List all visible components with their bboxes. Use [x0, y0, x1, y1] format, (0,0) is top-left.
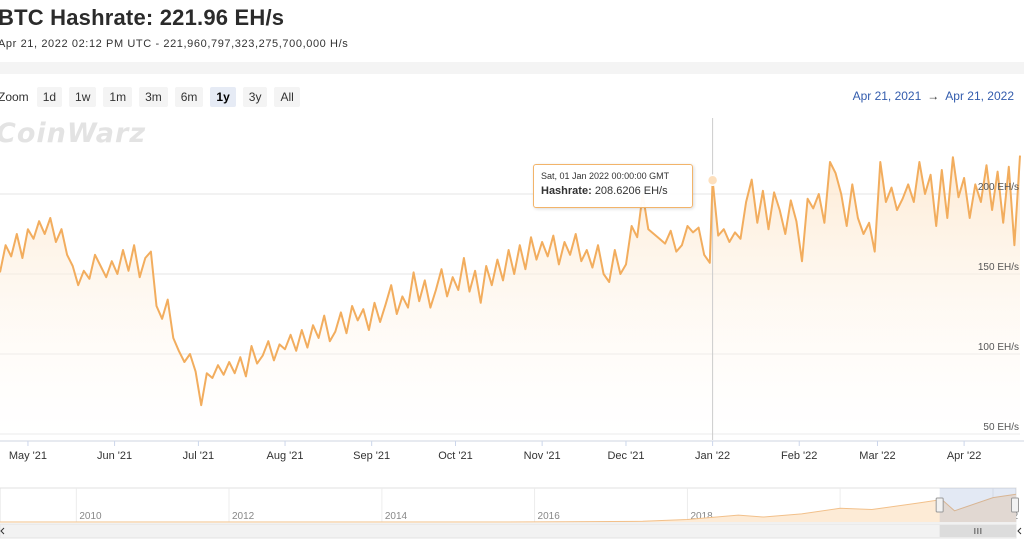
range-to[interactable]: Apr 21, 2022	[945, 89, 1014, 103]
navigator-selection[interactable]	[939, 488, 1016, 522]
navigator-year-label: 2016	[538, 511, 561, 522]
zoom-bar: Zoom 1d 1w 1m 3m 6m 1y 3y All	[0, 86, 307, 108]
navigator-year-label: 2014	[385, 511, 408, 522]
y-tick-label: 150 EH/s	[978, 262, 1019, 273]
navigator-year-label: 2010	[79, 511, 102, 522]
navigator-right-handle[interactable]	[1011, 497, 1019, 513]
scrollbar-grip-icon	[974, 528, 982, 534]
page-subtitle: Apr 21, 2022 02:12 PM UTC - 221,960,797,…	[0, 38, 349, 50]
range-arrow-icon: →	[927, 89, 940, 103]
zoom-1m-button[interactable]: 1m	[103, 87, 133, 107]
x-tick-label: Jun '21	[97, 450, 132, 462]
x-tick-label: Dec '21	[607, 450, 644, 462]
navigator-left-handle[interactable]	[935, 497, 944, 513]
x-tick-label: Nov '21	[524, 450, 561, 462]
navigator-area	[0, 494, 1016, 522]
zoom-1y-button[interactable]: 1y	[210, 87, 236, 107]
x-tick-label: Apr '22	[947, 450, 982, 462]
scrollbar-left-arrow-icon[interactable]	[0, 527, 5, 535]
tooltip-number: 208.6206 EH/s	[594, 185, 668, 197]
x-tick-label: Aug '21	[267, 450, 304, 462]
zoom-all-button[interactable]: All	[274, 87, 300, 107]
zoom-6m-button[interactable]: 6m	[174, 87, 204, 107]
x-tick-label: May '21	[9, 450, 47, 462]
navigator-year-label: 2012	[232, 511, 255, 522]
header: BTC Hashrate: 221.96 EH/s Apr 21, 2022 0…	[0, 0, 1024, 62]
navigator-year-label: 2018	[690, 511, 713, 522]
x-tick-label: Jul '21	[183, 450, 214, 462]
zoom-1d-button[interactable]: 1d	[36, 87, 63, 107]
scrollbar-track[interactable]	[0, 523, 1017, 539]
x-tick-label: Sep '21	[353, 450, 390, 462]
y-tick-label: 100 EH/s	[978, 342, 1019, 353]
tooltip: Sat, 01 Jan 2022 00:00:00 GMT Hashrate: …	[533, 164, 693, 208]
zoom-1w-button[interactable]: 1w	[69, 87, 97, 107]
tooltip-date: Sat, 01 Jan 2022 00:00:00 GMT	[541, 171, 670, 181]
page-title: BTC Hashrate: 221.96 EH/s	[0, 5, 285, 30]
hashrate-area	[0, 155, 1020, 440]
hashrate-series-line[interactable]	[0, 155, 1021, 407]
x-tick-label: Feb '22	[781, 450, 817, 462]
y-tick-label: 200 EH/s	[978, 182, 1019, 193]
zoom-3y-button[interactable]: 3y	[242, 87, 268, 107]
navigator-line	[0, 493, 1017, 523]
date-range: Apr 21, 2021 → Apr 21, 2022	[853, 89, 1014, 103]
x-tick-label: Oct '21	[438, 450, 473, 462]
zoom-3m-button[interactable]: 3m	[139, 87, 168, 107]
zoom-label: Zoom	[0, 90, 29, 104]
range-from[interactable]: Apr 21, 2021	[852, 89, 922, 103]
scrollbar-arrow-icon[interactable]	[1017, 527, 1022, 535]
x-tick-label: Mar '22	[859, 450, 895, 462]
coinwarz-logo: CoinWarz	[0, 118, 147, 149]
navigator[interactable]: 2010201220142016201820202022	[0, 487, 1022, 539]
tooltip-marker	[706, 174, 719, 186]
tooltip-label: Hashrate:	[541, 185, 592, 197]
x-tick-label: Jan '22	[695, 450, 730, 462]
y-tick-label: 50 EH/s	[983, 422, 1019, 433]
tooltip-value: Hashrate: 208.6206 EH/s	[541, 185, 668, 197]
